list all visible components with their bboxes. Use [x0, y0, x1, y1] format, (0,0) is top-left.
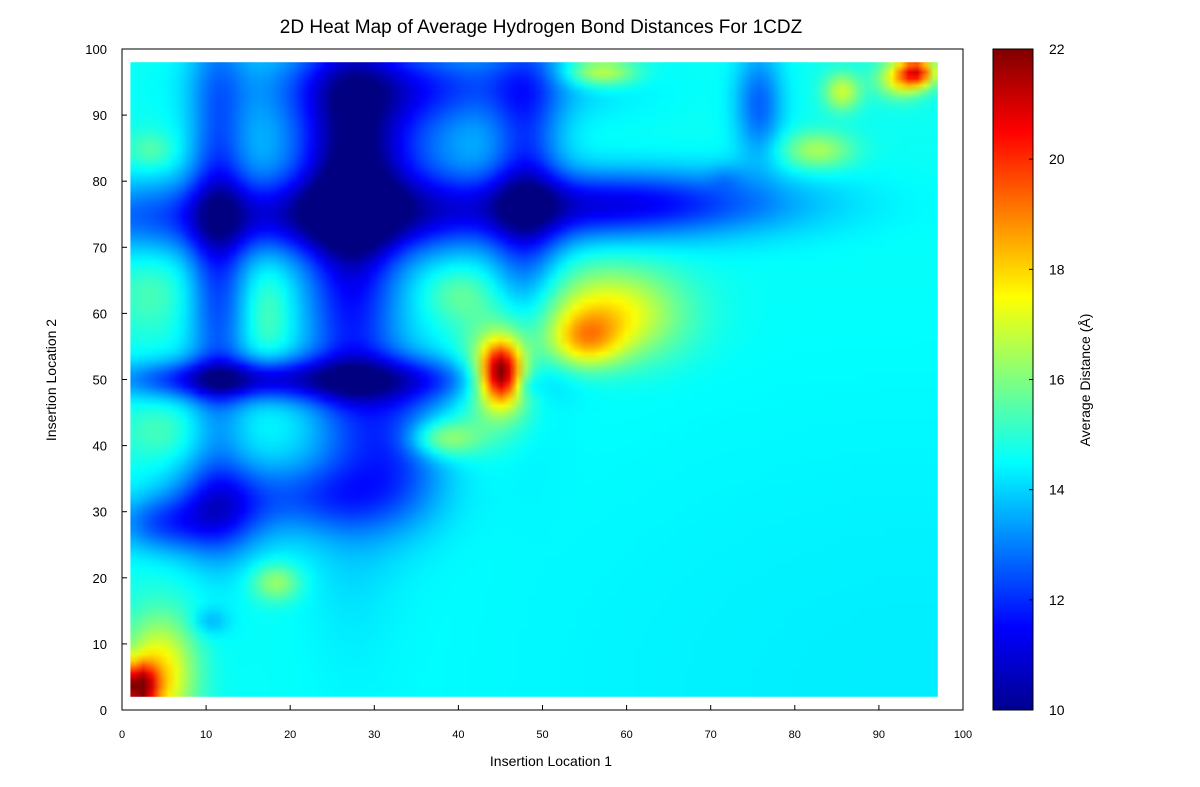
y-tick-label: 30 [93, 505, 107, 520]
x-tick-label: 80 [789, 729, 801, 741]
heatmap-image [130, 62, 938, 697]
x-tick-label: 60 [620, 729, 632, 741]
x-tick-label: 100 [954, 729, 972, 741]
colorbar-ticks: 10 12 14 16 18 20 22 [1029, 41, 1065, 718]
x-axis-label: Insertion Location 1 [490, 753, 612, 769]
colorbar-tick-label: 18 [1049, 261, 1065, 277]
x-tick-label: 40 [452, 729, 464, 741]
y-tick-label: 100 [85, 42, 107, 57]
colorbar-tick-label: 10 [1049, 702, 1065, 718]
x-tick-label: 10 [200, 729, 212, 741]
y-tick-label: 80 [93, 174, 107, 189]
heatmap-cells [130, 62, 938, 697]
x-tick-label: 90 [873, 729, 885, 741]
x-axis-ticks: 0 10 20 30 40 50 60 70 80 90 100 [119, 705, 972, 741]
colorbar-tick-label: 16 [1049, 372, 1065, 388]
colorbar-tick-label: 22 [1049, 41, 1065, 57]
y-tick-label: 70 [93, 240, 107, 255]
x-tick-label: 20 [284, 729, 296, 741]
x-tick-label: 70 [705, 729, 717, 741]
colorbar-label: Average Distance (Å) [1077, 314, 1093, 447]
y-tick-label: 60 [93, 306, 107, 321]
y-tick-label: 0 [100, 703, 107, 718]
y-tick-label: 50 [93, 373, 107, 388]
colorbar [992, 48, 1034, 711]
colorbar-tick-label: 14 [1049, 482, 1065, 498]
y-tick-label: 20 [93, 571, 107, 586]
y-tick-label: 90 [93, 108, 107, 123]
chart-title: 2D Heat Map of Average Hydrogen Bond Dis… [280, 17, 803, 38]
x-tick-label: 50 [536, 729, 548, 741]
y-tick-label: 40 [93, 439, 107, 454]
colorbar-tick-label: 20 [1049, 151, 1065, 167]
x-tick-label: 0 [119, 729, 125, 741]
colorbar-tick-label: 12 [1049, 592, 1065, 608]
y-axis-label: Insertion Location 2 [43, 319, 59, 441]
x-tick-label: 30 [368, 729, 380, 741]
y-tick-label: 10 [93, 637, 107, 652]
y-axis-ticks: 0 10 20 30 40 50 60 70 80 90 100 [85, 42, 127, 718]
